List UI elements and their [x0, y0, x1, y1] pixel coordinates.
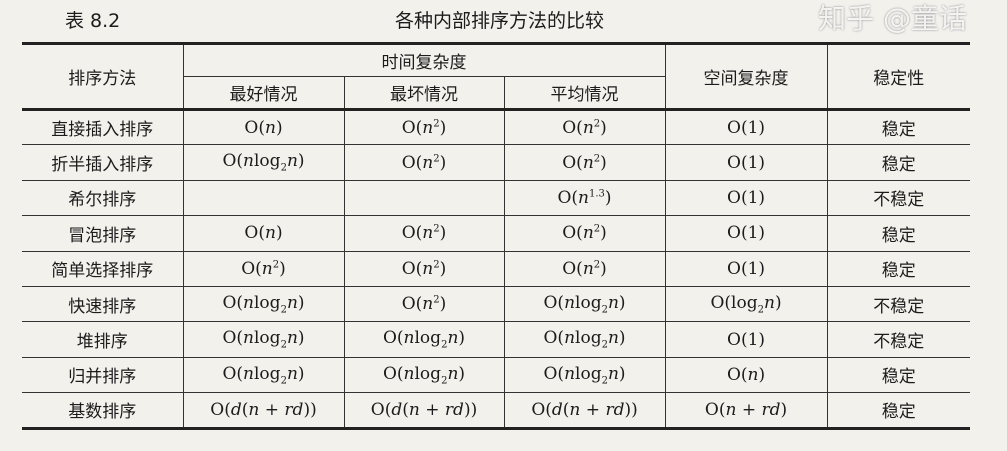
table-title: 各种内部排序方法的比较 — [395, 10, 605, 32]
stability: 稳定 — [826, 392, 971, 430]
method-name: 冒泡排序 — [22, 215, 183, 252]
table-row: 折半插入排序 O(nlog2n) O(n2) O(n2) O(1) 稳定 — [22, 144, 971, 181]
method-name: 堆排序 — [22, 321, 183, 358]
header-time-complexity: 时间复杂度 — [182, 42, 666, 77]
method-name: 快速排序 — [22, 286, 183, 323]
header-space-complexity: 空间复杂度 — [664, 42, 828, 111]
table-number: 表 8.2 — [65, 10, 121, 32]
avg-complexity: O(n1.3) — [503, 180, 666, 217]
avg-complexity: O(n2) — [503, 109, 666, 146]
method-name: 直接插入排序 — [22, 109, 183, 146]
worst-complexity: O(d(n + rd)) — [343, 392, 504, 430]
table-row: 简单选择排序 O(n2) O(n2) O(n2) O(1) 稳定 — [22, 251, 971, 287]
worst-complexity: O(n2) — [343, 251, 504, 287]
best-complexity: O(n2) — [182, 251, 344, 287]
header-method: 排序方法 — [22, 42, 183, 111]
best-complexity: O(nlog2n) — [182, 357, 344, 394]
best-complexity: O(nlog2n) — [182, 144, 344, 181]
stability: 不稳定 — [826, 286, 971, 323]
worst-complexity: O(nlog2n) — [343, 357, 504, 394]
method-name: 希尔排序 — [22, 180, 183, 217]
space-complexity: O(1) — [664, 109, 828, 146]
best-complexity: O(nlog2n) — [182, 286, 344, 323]
table-row: 希尔排序 O(n1.3) O(1) 不稳定 — [22, 180, 971, 217]
avg-complexity: O(nlog2n) — [503, 321, 666, 358]
avg-complexity: O(n2) — [503, 251, 666, 287]
best-complexity: O(n) — [182, 215, 344, 252]
worst-complexity — [343, 180, 504, 217]
stability: 稳定 — [826, 215, 971, 252]
space-complexity: O(1) — [664, 321, 828, 358]
avg-complexity: O(nlog2n) — [503, 286, 666, 323]
space-complexity: O(n) — [664, 357, 828, 394]
header-stability: 稳定性 — [826, 42, 971, 111]
stability: 稳定 — [826, 109, 971, 146]
space-complexity: O(log2n) — [664, 286, 828, 323]
watermark: 知乎 @童话 — [818, 2, 967, 35]
best-complexity: O(d(n + rd)) — [182, 392, 344, 430]
best-complexity — [182, 180, 344, 217]
avg-complexity: O(d(n + rd)) — [503, 392, 666, 430]
header-best: 最好情况 — [182, 76, 344, 111]
stability: 稳定 — [826, 251, 971, 287]
worst-complexity: O(n2) — [343, 215, 504, 252]
worst-complexity: O(nlog2n) — [343, 321, 504, 358]
avg-complexity: O(n2) — [503, 215, 666, 252]
avg-complexity: O(nlog2n) — [503, 357, 666, 394]
space-complexity: O(1) — [664, 144, 828, 181]
method-name: 简单选择排序 — [22, 251, 183, 287]
worst-complexity: O(n2) — [343, 144, 504, 181]
header-average: 平均情况 — [503, 76, 666, 111]
stability: 稳定 — [826, 144, 971, 181]
table-row: 快速排序 O(nlog2n) O(n2) O(nlog2n) O(log2n) 不稳定 — [22, 286, 971, 323]
worst-complexity: O(n2) — [343, 286, 504, 323]
table-row: 直接插入排序 O(n) O(n2) O(n2) O(1) 稳定 — [22, 109, 971, 146]
avg-complexity: O(n2) — [503, 144, 666, 181]
space-complexity: O(1) — [664, 180, 828, 217]
stability: 不稳定 — [826, 180, 971, 217]
stability: 稳定 — [826, 357, 971, 394]
worst-complexity: O(n2) — [343, 109, 504, 146]
table-row: 堆排序 O(nlog2n) O(nlog2n) O(nlog2n) O(1) 不稳定 — [22, 321, 971, 358]
method-name: 基数排序 — [22, 392, 183, 430]
method-name: 归并排序 — [22, 357, 183, 394]
best-complexity: O(nlog2n) — [182, 321, 344, 358]
table-row: 基数排序 O(d(n + rd)) O(d(n + rd)) O(d(n + rd))… — [22, 392, 971, 430]
table-row: 归并排序 O(nlog2n) O(nlog2n) O(nlog2n) O(n) 稳定 — [22, 357, 971, 394]
space-complexity: O(n + rd) — [664, 392, 828, 430]
header-worst: 最坏情况 — [343, 76, 504, 111]
best-complexity: O(n) — [182, 109, 344, 146]
stability: 不稳定 — [826, 321, 971, 358]
table-row: 冒泡排序 O(n) O(n2) O(n2) O(1) 稳定 — [22, 215, 971, 252]
space-complexity: O(1) — [664, 251, 828, 287]
sorting-comparison-table: 排序方法 时间复杂度 空间复杂度 稳定性 最好情况 最坏情况 平均情况 直接插入… — [22, 42, 971, 430]
method-name: 折半插入排序 — [22, 144, 183, 181]
space-complexity: O(1) — [664, 215, 828, 252]
